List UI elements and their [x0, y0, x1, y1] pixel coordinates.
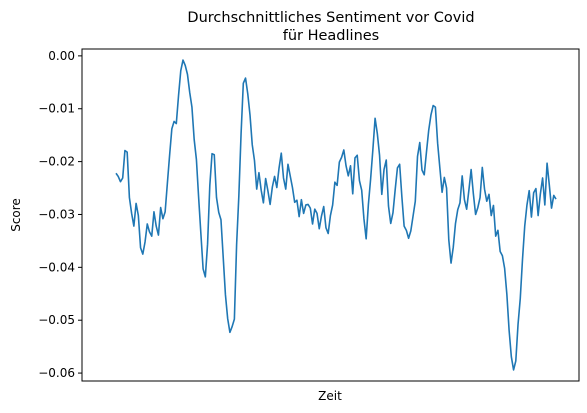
- y-tick-label: −0.02: [38, 155, 75, 169]
- y-axis-label: Score: [9, 198, 23, 232]
- y-tick-label: −0.05: [38, 313, 75, 327]
- y-tick-label: −0.06: [38, 366, 75, 380]
- series-line: [115, 59, 557, 371]
- y-tick-label: −0.04: [38, 260, 75, 274]
- y-tick-label: −0.01: [38, 102, 75, 116]
- chart-subtitle: für Headlines: [283, 28, 380, 44]
- x-axis-label: Zeit: [318, 389, 342, 403]
- y-axis: 0.00 −0.01 −0.02 −0.03 −0.04 −0.05 −0.06: [38, 49, 82, 380]
- y-tick-label: −0.03: [38, 207, 75, 221]
- chart-title: Durchschnittliches Sentiment vor Covid: [187, 10, 474, 26]
- y-tick-label: 0.00: [48, 49, 75, 63]
